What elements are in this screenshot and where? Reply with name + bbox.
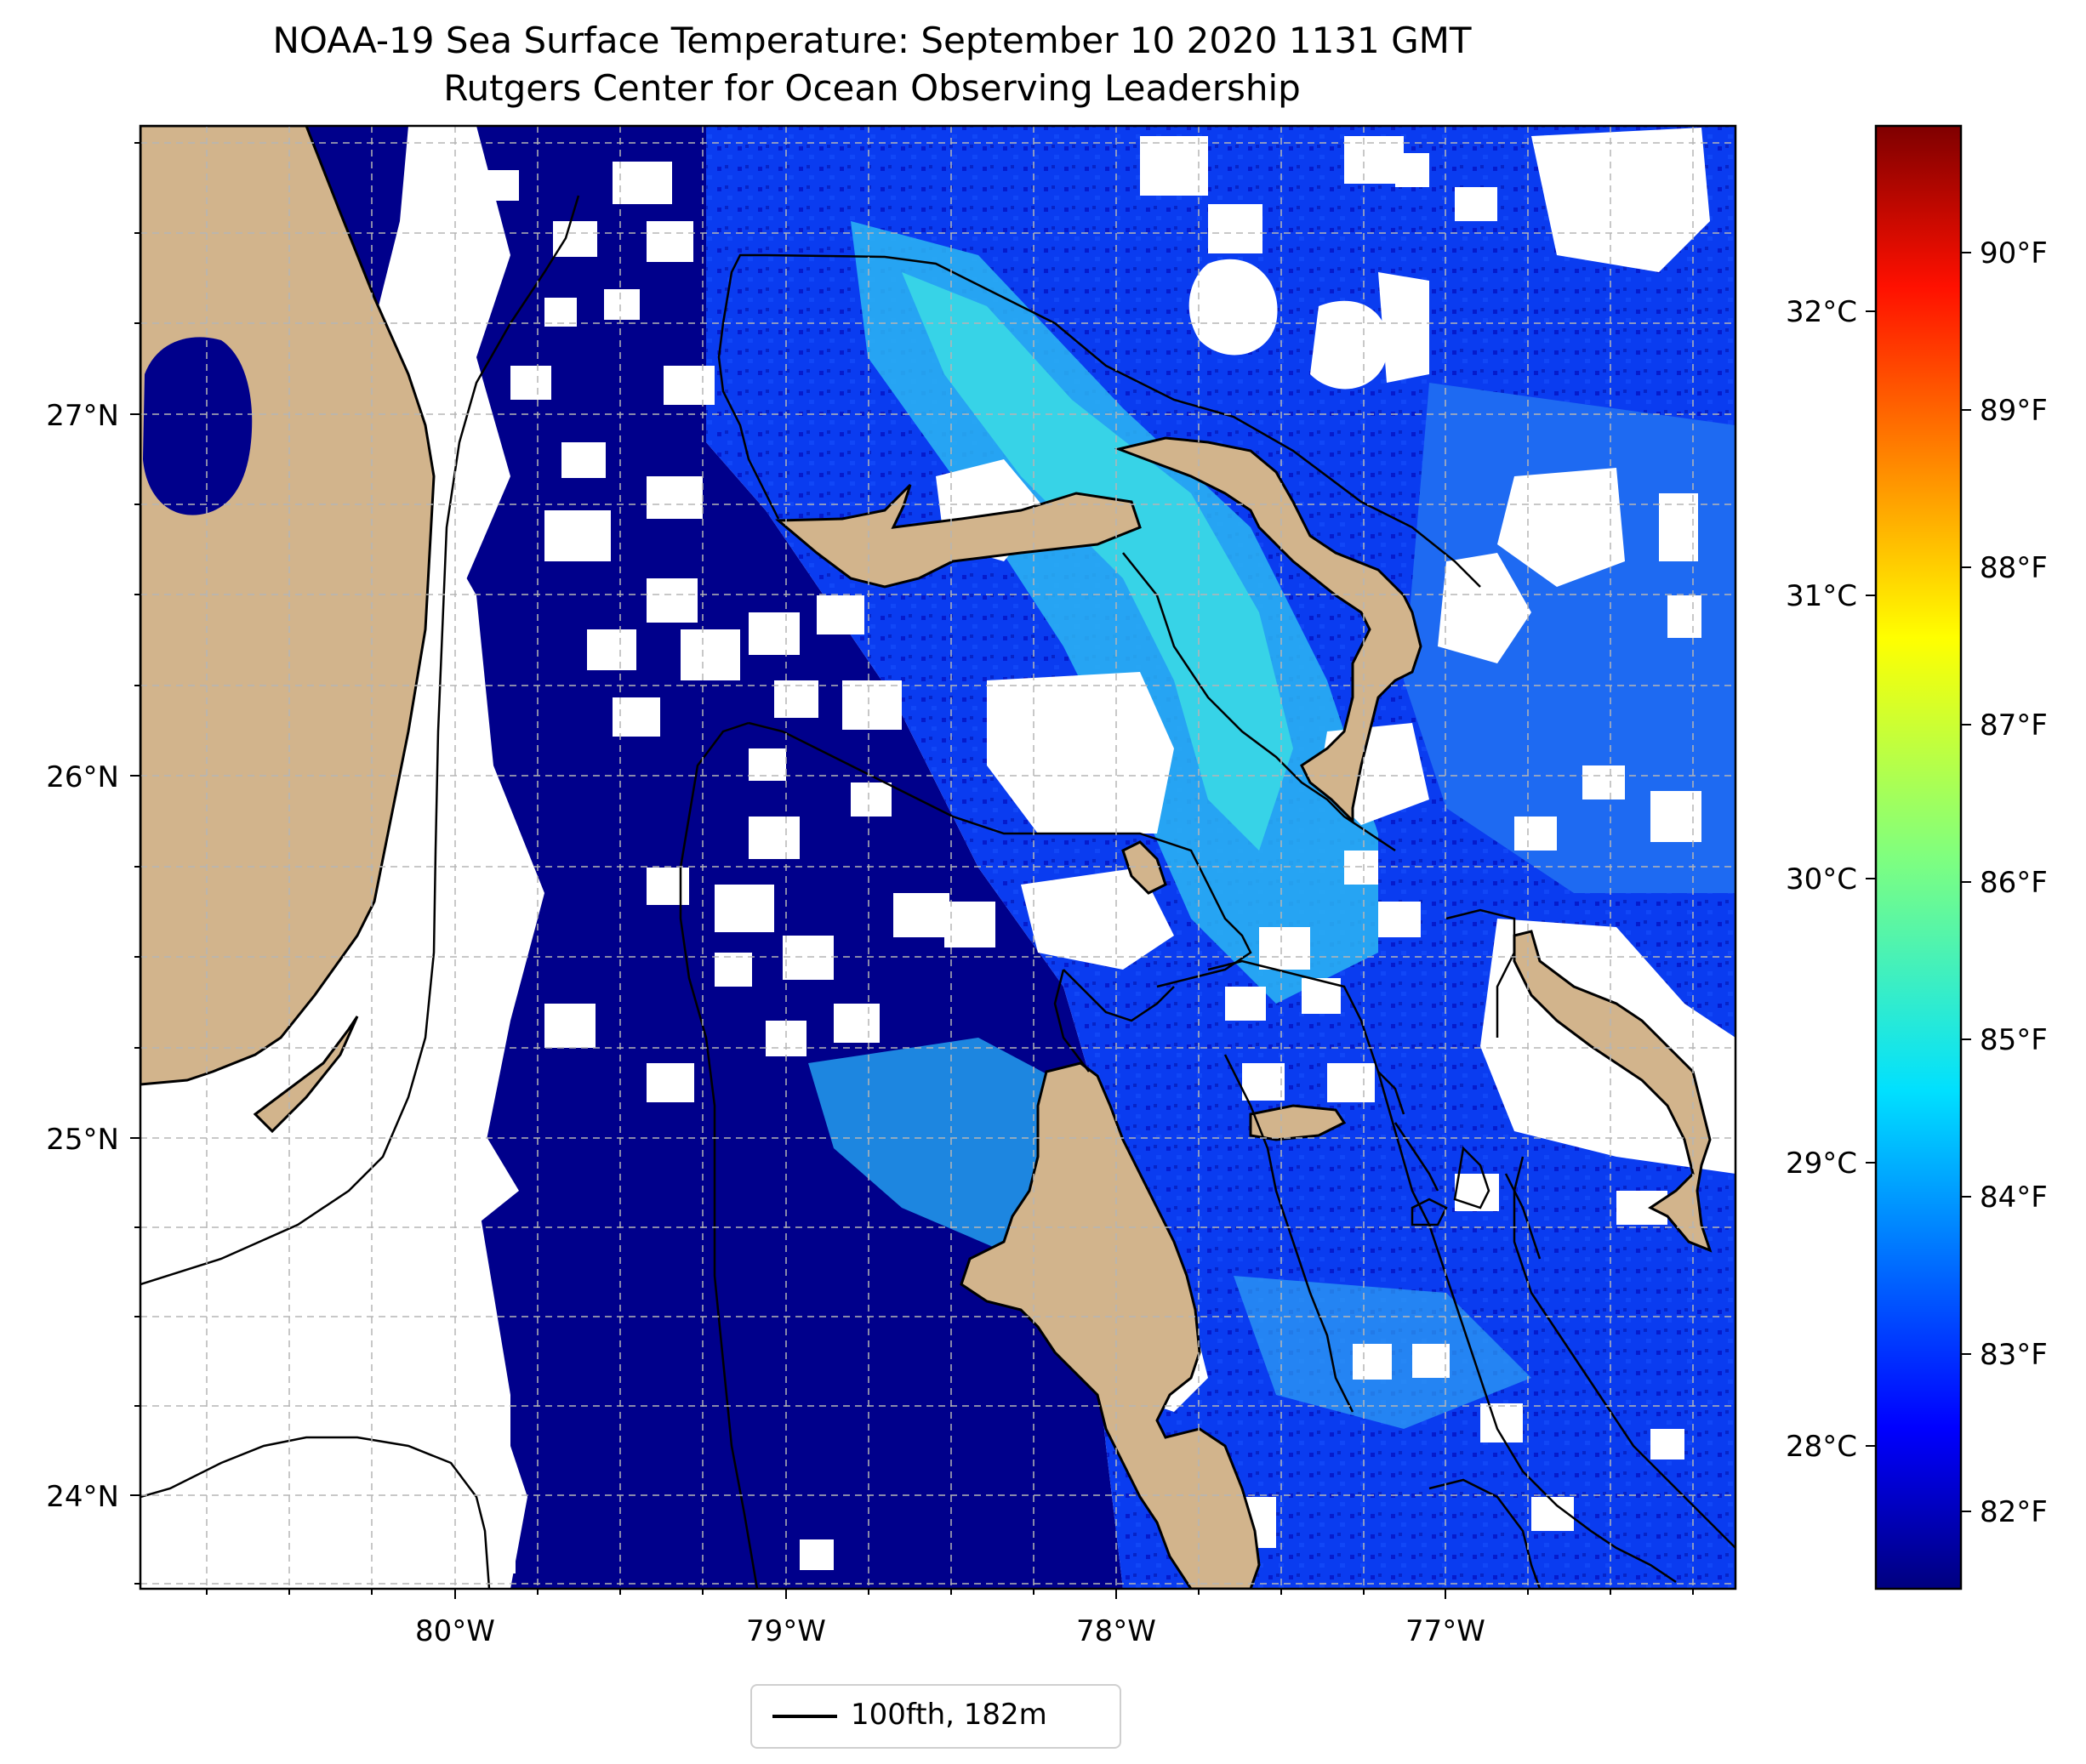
colorbar-f-label: 87°F — [1980, 708, 2048, 743]
lon-tick-label: 77°W — [1405, 1614, 1485, 1648]
colorbar-f-ticks — [1961, 252, 1971, 1512]
colorbar-f-label: 88°F — [1980, 551, 2048, 585]
lon-tick-label: 79°W — [746, 1614, 826, 1648]
map-title: NOAA-19 Sea Surface Temperature: Septemb… — [272, 20, 1472, 61]
map-legend: 100fth, 182m — [750, 1684, 1121, 1749]
lat-tick-labels: 27°N 26°N 25°N 24°N — [46, 399, 119, 1514]
lon-tick-label: 80°W — [415, 1614, 495, 1648]
lat-tick-label: 24°N — [46, 1480, 119, 1514]
map-subtitle: Rutgers Center for Ocean Observing Leade… — [443, 67, 1301, 109]
colorbar-c-label: 31°C — [1786, 579, 1857, 613]
legend-isobath-swatch — [772, 1715, 837, 1718]
colorbar-f-label: 86°F — [1980, 866, 2048, 900]
land-new-providence — [1249, 1104, 1347, 1141]
colorbar-f-labels: 82°F 83°F 84°F 85°F 86°F 87°F 88°F 89°F … — [1980, 236, 2048, 1529]
colorbar-f-label: 82°F — [1980, 1495, 2048, 1529]
colorbar-c-label: 29°C — [1786, 1147, 1857, 1181]
colorbar-c-labels: 28°C 29°C 30°C 31°C 32°C — [1786, 295, 1857, 1464]
colorbar: 82°F 83°F 84°F 85°F 86°F 87°F 88°F 89°F … — [1786, 124, 2048, 1590]
map-frame — [139, 124, 1737, 1590]
sst-ne-blue — [1404, 383, 1735, 893]
land-eleuthera — [1513, 930, 1713, 1253]
colorbar-f-label: 89°F — [1980, 394, 2048, 428]
legend-isobath-label: 100fth, 182m — [851, 1698, 1047, 1732]
colorbar-c-label: 28°C — [1786, 1430, 1857, 1464]
lon-ticks — [206, 1589, 1694, 1599]
sst-cold-region — [306, 126, 1123, 1589]
lat-ticks — [130, 142, 140, 1585]
colorbar-f-label: 85°F — [1980, 1023, 2048, 1057]
lat-tick-label: 27°N — [46, 399, 119, 433]
land — [140, 126, 1713, 1589]
map-plot-area — [140, 126, 1735, 1589]
colorbar-c-label: 30°C — [1786, 862, 1857, 896]
graticule — [140, 126, 1735, 1589]
colorbar-f-label: 83°F — [1980, 1338, 2048, 1372]
lat-tick-label: 25°N — [46, 1123, 119, 1157]
sst-warmest-core — [902, 272, 1293, 851]
isobath-100fth — [140, 195, 1735, 1589]
colorbar-c-label: 32°C — [1786, 295, 1857, 329]
land-great-abaco — [1114, 436, 1422, 824]
colorbar-f-label: 84°F — [1980, 1181, 2048, 1215]
colorbar-gradient — [1874, 124, 1963, 1590]
lat-tick-label: 26°N — [46, 760, 119, 794]
colorbar-c-ticks — [1866, 310, 1876, 1447]
colorbar-f-label: 90°F — [1980, 236, 2048, 270]
land-berry-islands — [1121, 840, 1167, 895]
land-florida-keys — [253, 1016, 359, 1134]
lon-tick-labels: 80°W 79°W 78°W 77°W — [415, 1614, 1485, 1648]
lon-tick-label: 78°W — [1076, 1614, 1156, 1648]
land-andros — [960, 1061, 1261, 1589]
